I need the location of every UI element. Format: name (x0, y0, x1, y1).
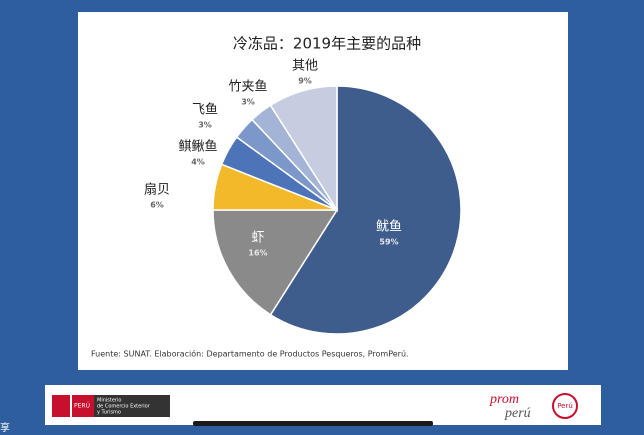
brand-line: prom (489, 392, 519, 407)
mark-label: Perú (557, 402, 573, 410)
value-label: 16% (248, 249, 267, 258)
screen-text: 享 (0, 421, 10, 434)
value-label: 4% (191, 158, 205, 167)
slice-label: 竹夹鱼 (228, 79, 267, 95)
value-label: 3% (198, 121, 212, 130)
slice-label: 飞鱼 (192, 102, 218, 118)
mark-logo (552, 393, 578, 419)
slice-label: 扇贝 (144, 182, 170, 198)
pie-slice (269, 85, 338, 213)
ministry-line: de Comercio Exterior (97, 404, 151, 410)
ministry-line: y Turismo (97, 410, 121, 416)
chart-title: 冷冻品：2019年主要的品种 (233, 35, 421, 53)
slice-label: 鲯鳅鱼 (178, 139, 217, 155)
pie-slice (212, 209, 339, 316)
slice-label: 其他 (292, 59, 318, 74)
value-label: 6% (150, 201, 164, 210)
value-label: 59% (379, 238, 398, 247)
value-label: 3% (241, 98, 255, 107)
pie-slice (269, 85, 462, 335)
slice-label: 虾 (251, 231, 264, 246)
scroll-indicator (193, 421, 433, 426)
slice-label: 鱿鱼 (376, 219, 402, 235)
brand-line: perú (504, 406, 531, 421)
value-label: 9% (298, 77, 312, 86)
country-box (72, 395, 94, 417)
ministry-line: Ministerio (97, 398, 121, 404)
country-label: PERÚ (74, 403, 90, 410)
ministry-box (94, 395, 170, 417)
source-note: Fuente: SUNAT. Elaboración: Departamento… (91, 349, 409, 359)
crest (52, 395, 70, 417)
